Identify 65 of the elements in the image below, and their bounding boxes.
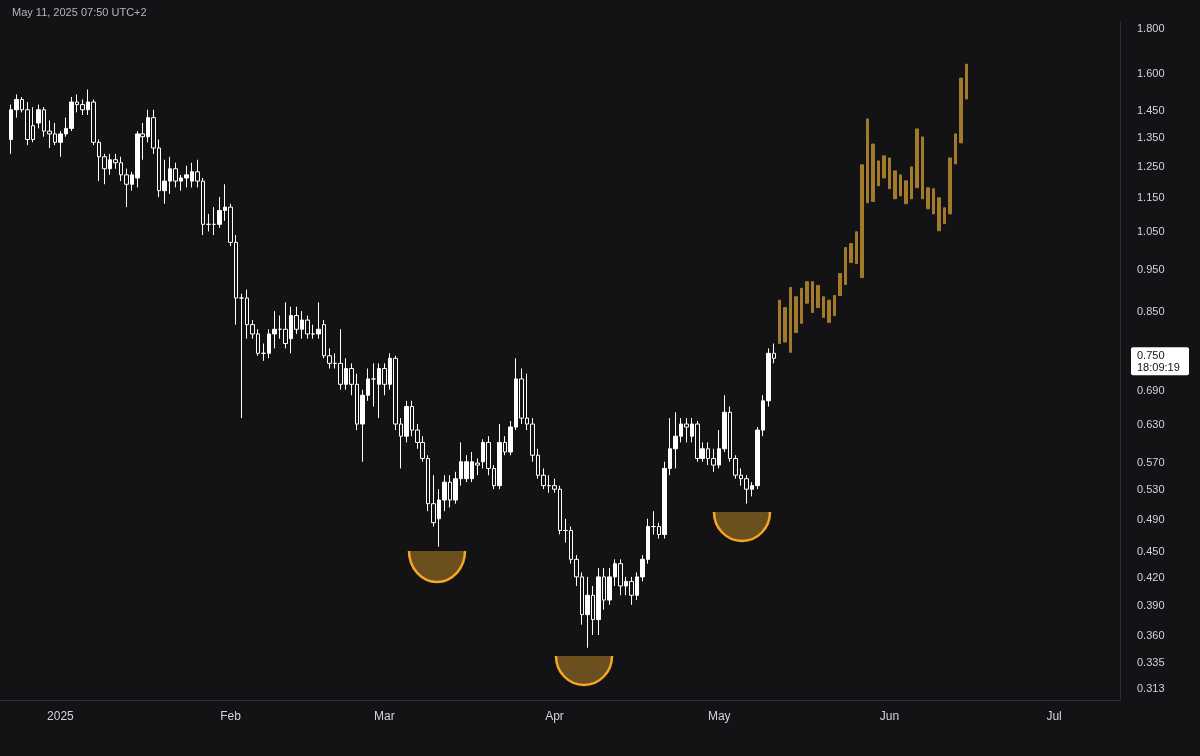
candlestick <box>822 296 825 318</box>
y-tick-label: 0.850 <box>1137 305 1165 318</box>
candlestick <box>827 299 831 323</box>
candlestick <box>838 273 842 296</box>
y-tick-label: 0.360 <box>1137 629 1165 642</box>
text: 0.750 18:09:19 <box>1137 349 1180 374</box>
y-tick-label: 0.530 <box>1137 483 1165 496</box>
candlestick <box>882 155 886 179</box>
candlestick <box>860 164 864 279</box>
x-tick-label: Mar <box>373 709 395 723</box>
candlestick <box>849 242 853 263</box>
candlestick <box>805 281 809 304</box>
candlestick <box>844 247 847 286</box>
candlestick <box>954 133 957 165</box>
y-tick-label: 1.450 <box>1137 103 1165 116</box>
candlestick <box>915 128 919 189</box>
candlestick <box>943 207 946 225</box>
y-tick-label: 0.390 <box>1137 598 1165 611</box>
candlestick <box>783 307 787 343</box>
candlestick <box>904 180 908 205</box>
x-tick-label: Jul <box>1046 709 1062 723</box>
y-tick-label: 1.050 <box>1137 225 1165 238</box>
candlestick <box>206 213 211 232</box>
candlestick <box>959 77 963 144</box>
x-tick-label: May <box>707 709 731 723</box>
candlestick <box>778 299 781 345</box>
y-tick-label: 1.150 <box>1137 191 1165 204</box>
candlestick <box>899 174 902 197</box>
x-tick-label: Apr <box>545 709 564 723</box>
y-tick-label: 0.570 <box>1137 455 1165 468</box>
candlestick <box>871 143 875 202</box>
candlestick <box>888 157 891 190</box>
y-tick-label: 0.630 <box>1137 418 1165 431</box>
candlestick <box>800 287 803 324</box>
candlestick <box>811 281 814 313</box>
y-tick-label: 1.800 <box>1137 22 1165 35</box>
candlestick <box>932 188 935 215</box>
candlestick <box>937 197 941 232</box>
candlestick <box>794 296 798 334</box>
y-tick-label: 0.690 <box>1137 383 1165 396</box>
candlestick <box>877 160 880 187</box>
candlestick <box>926 187 930 210</box>
y-tick-label: 0.950 <box>1137 263 1165 276</box>
candlestick <box>948 157 952 215</box>
x-tick-label: Feb <box>220 709 242 723</box>
y-tick-label: 0.420 <box>1137 570 1165 583</box>
candlestick <box>789 286 792 353</box>
candlestick <box>833 294 836 317</box>
candlestick <box>866 118 869 204</box>
y-tick-label: 0.335 <box>1137 656 1165 669</box>
candlestick <box>816 284 820 309</box>
y-tick-label: 0.450 <box>1137 544 1165 557</box>
y-tick-label: 0.313 <box>1137 681 1165 694</box>
y-tick-label: 1.600 <box>1137 66 1165 79</box>
x-tick-label: Jun <box>879 709 900 723</box>
y-tick-label: 1.250 <box>1137 159 1165 172</box>
candlestick <box>893 170 897 200</box>
candlestick <box>910 166 913 200</box>
candlestick <box>921 136 924 200</box>
text: May 11, 2025 07:50 UTC+2 <box>12 5 147 18</box>
candlestick <box>965 63 968 100</box>
y-tick-label: 1.350 <box>1137 130 1165 143</box>
y-tick-label: 0.490 <box>1137 512 1165 525</box>
x-tick-label: 2025 <box>47 709 75 723</box>
candlestick <box>855 231 858 265</box>
